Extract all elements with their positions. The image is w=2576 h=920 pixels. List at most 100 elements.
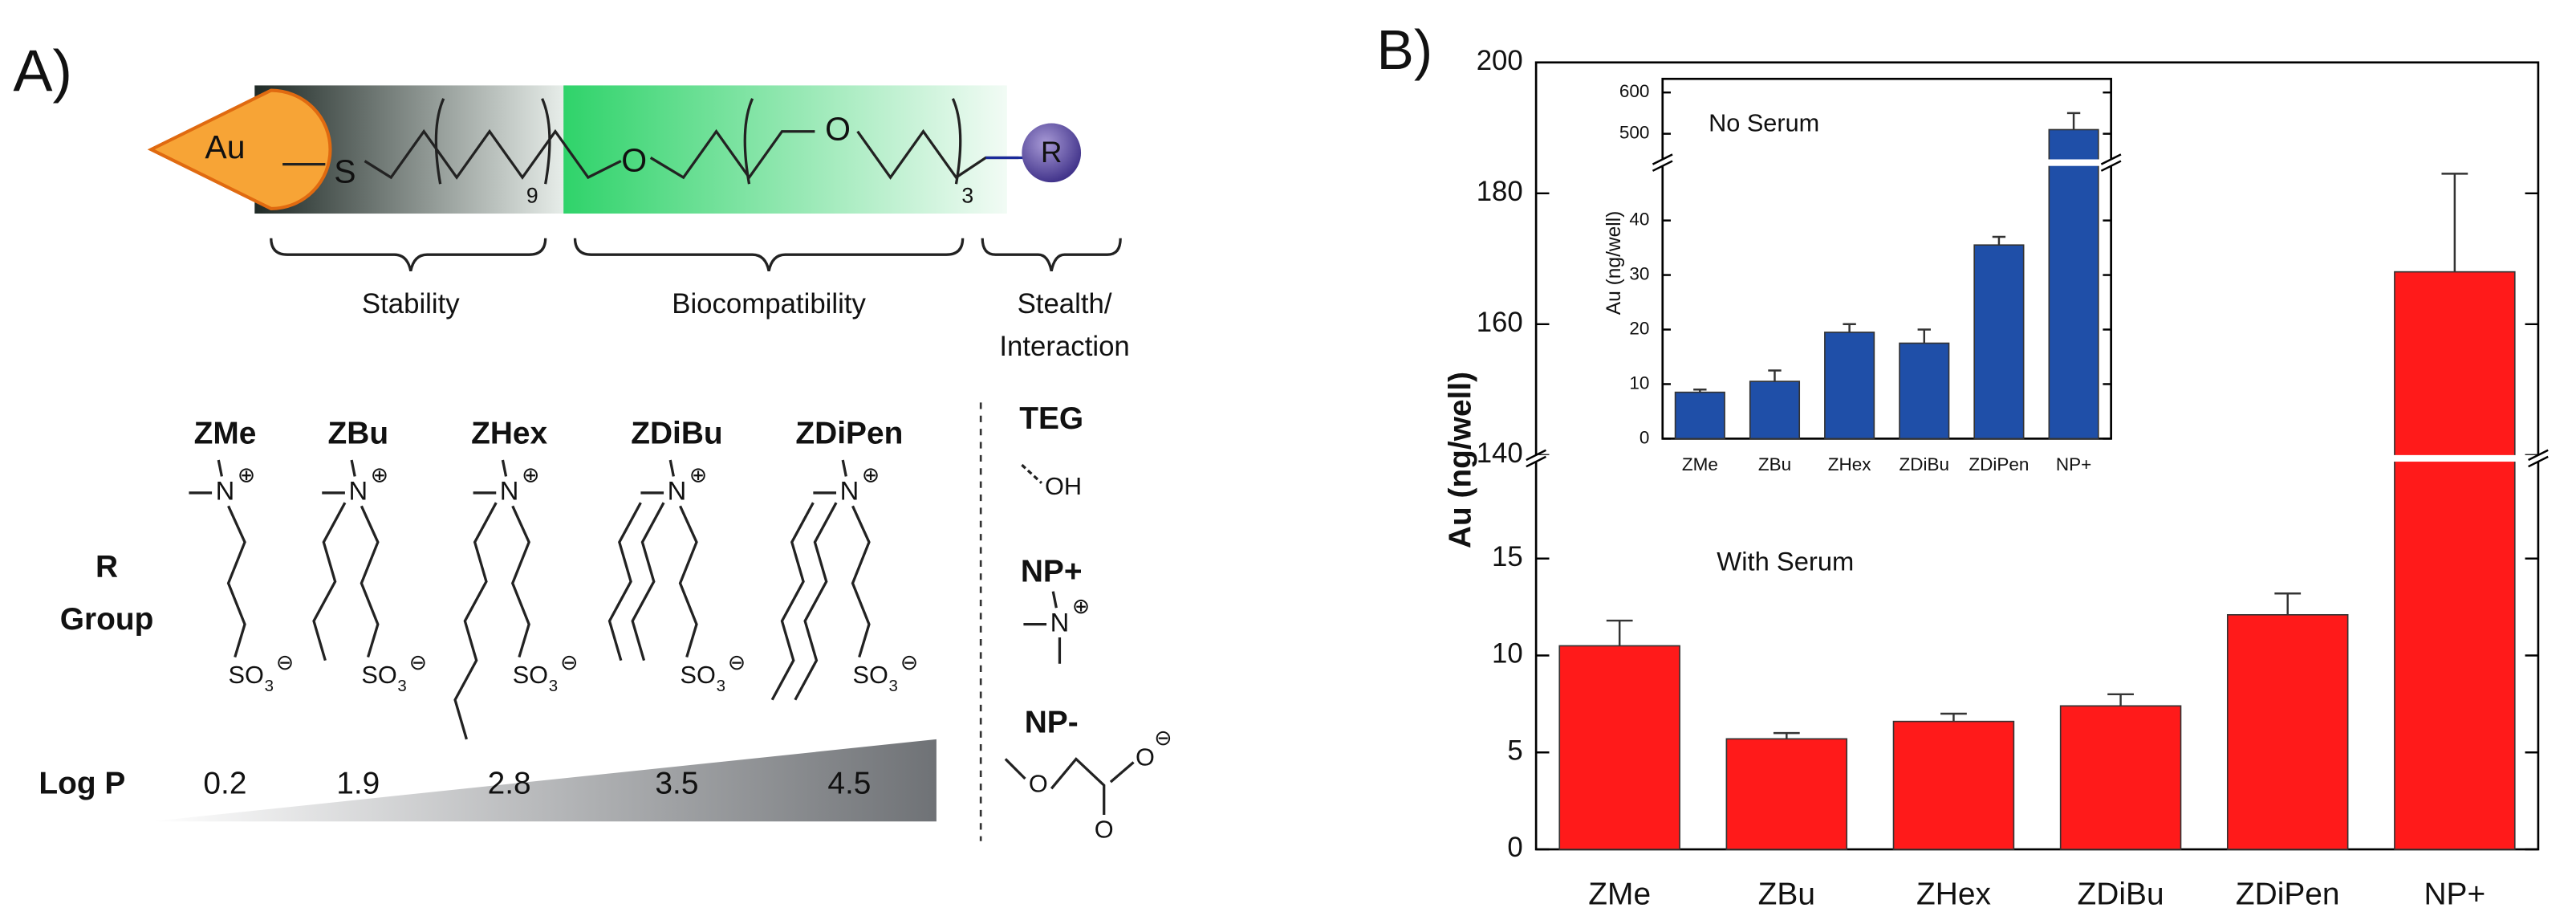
atom: N [500, 476, 519, 506]
bond [678, 505, 698, 658]
alkyl-chain [631, 502, 665, 662]
logp-value: 0.2 [203, 766, 246, 800]
x-tick-label: ZDiBu [1899, 454, 1950, 474]
logp-label: Log P [39, 766, 125, 800]
other-label: NP- [1025, 706, 1079, 740]
charge: ⊕ [689, 462, 707, 486]
charge: ⊖ [276, 650, 294, 674]
annotation: With Serum [1717, 547, 1854, 576]
bond [1023, 591, 1058, 626]
annotation: No Serum [1709, 109, 1819, 137]
y-tick-label: 0 [1639, 427, 1650, 447]
logp-value: 3.5 [655, 766, 698, 800]
x-tick-label: NP+ [2424, 877, 2485, 912]
bond [640, 459, 675, 495]
y-axis-label: Au (ng/well) [1603, 211, 1625, 315]
panel-label: A) [13, 38, 72, 104]
charge: ⊕ [862, 462, 880, 486]
y-tick-label: 10 [1629, 372, 1649, 393]
x-tick-label: ZBu [1758, 454, 1791, 474]
group: SO [513, 661, 548, 689]
alkyl-chain [453, 502, 498, 740]
x-tick-label: ZBu [1758, 877, 1815, 912]
error-bar [1940, 712, 1967, 722]
y-tick-label: 40 [1629, 210, 1649, 230]
bond [851, 505, 871, 658]
error-bar [2274, 592, 2302, 615]
atom: N [1050, 607, 1070, 637]
atom: N [668, 476, 687, 506]
sulfur: S [334, 153, 356, 190]
logp-wedge [151, 739, 937, 822]
x-tick-label: ZDiPen [1969, 454, 2029, 474]
bar [1973, 244, 2025, 440]
atom: N [348, 476, 368, 506]
bar [1558, 645, 1680, 850]
repeat-count: 3 [961, 184, 973, 208]
bar [2226, 613, 2349, 850]
logp-value: 1.9 [336, 766, 380, 800]
bar [1892, 720, 2015, 850]
charge: ⊖ [560, 650, 578, 674]
y-tick-label: 10 [1492, 639, 1523, 670]
eg-segment [563, 85, 1007, 214]
group: 3 [889, 677, 898, 695]
column-label: ZDiBu [631, 417, 722, 451]
alkyl-chain [794, 502, 838, 701]
x-tick-label: ZDiBu [2078, 877, 2164, 912]
bond [360, 505, 380, 658]
error-bar [1693, 389, 1707, 393]
oxygen: O [621, 141, 647, 178]
brackets [434, 98, 962, 185]
alkyl-chain [312, 502, 347, 662]
row-label: Group [60, 602, 154, 637]
other-label: TEG [1019, 401, 1083, 436]
plot-background [1661, 77, 2112, 440]
x-tick-label: ZMe [1682, 454, 1718, 474]
axis-break [1526, 454, 2549, 462]
bond [1004, 757, 1135, 816]
charge: ⊖ [900, 650, 918, 674]
error-bar [1992, 235, 2006, 246]
core-label: Au [205, 128, 245, 165]
atom: O [1136, 743, 1155, 771]
y-tick-label: 15 [1492, 542, 1523, 572]
axis-break [1652, 159, 2121, 166]
error-bar [1606, 619, 1633, 646]
column-label: ZHex [471, 417, 547, 451]
logp-value: 4.5 [827, 766, 871, 800]
y-tick-label: 200 [1477, 46, 1523, 76]
x-tick-label: ZHex [1916, 877, 1991, 912]
y-tick-label: 500 [1619, 123, 1650, 143]
charge: ⊕ [1072, 594, 1090, 618]
break-mark [1526, 449, 1546, 468]
bar [1824, 332, 1875, 440]
panel-b: B) ZMe ZBu ZHex ZDiBu ZDiPen NP+ 0 5 10 15 140 160 18… [1377, 18, 2549, 912]
y-tick-label: 0 [1507, 832, 1522, 863]
gold-core [147, 88, 332, 210]
brace [981, 238, 1122, 272]
break-mark [1652, 153, 1673, 172]
error-bar [2107, 693, 2134, 706]
panel-label: B) [1377, 18, 1433, 81]
y-tick-label: 20 [1629, 318, 1649, 338]
bar [2048, 128, 2099, 440]
group: SO [361, 661, 396, 689]
repeat-count: 9 [526, 184, 538, 208]
bond [473, 459, 508, 495]
bond [322, 459, 356, 495]
region-label: Stability [362, 289, 460, 320]
bar [1674, 391, 1725, 440]
charge: ⊖ [728, 650, 746, 674]
y-tick-label: 140 [1477, 438, 1523, 469]
alkyl-chain [607, 502, 642, 662]
group: 3 [717, 677, 725, 695]
region-label: Interaction [999, 332, 1129, 362]
break-mark [2528, 449, 2549, 468]
r-label: R [1041, 136, 1062, 169]
brace [270, 238, 547, 272]
charge: ⊖ [409, 650, 427, 674]
